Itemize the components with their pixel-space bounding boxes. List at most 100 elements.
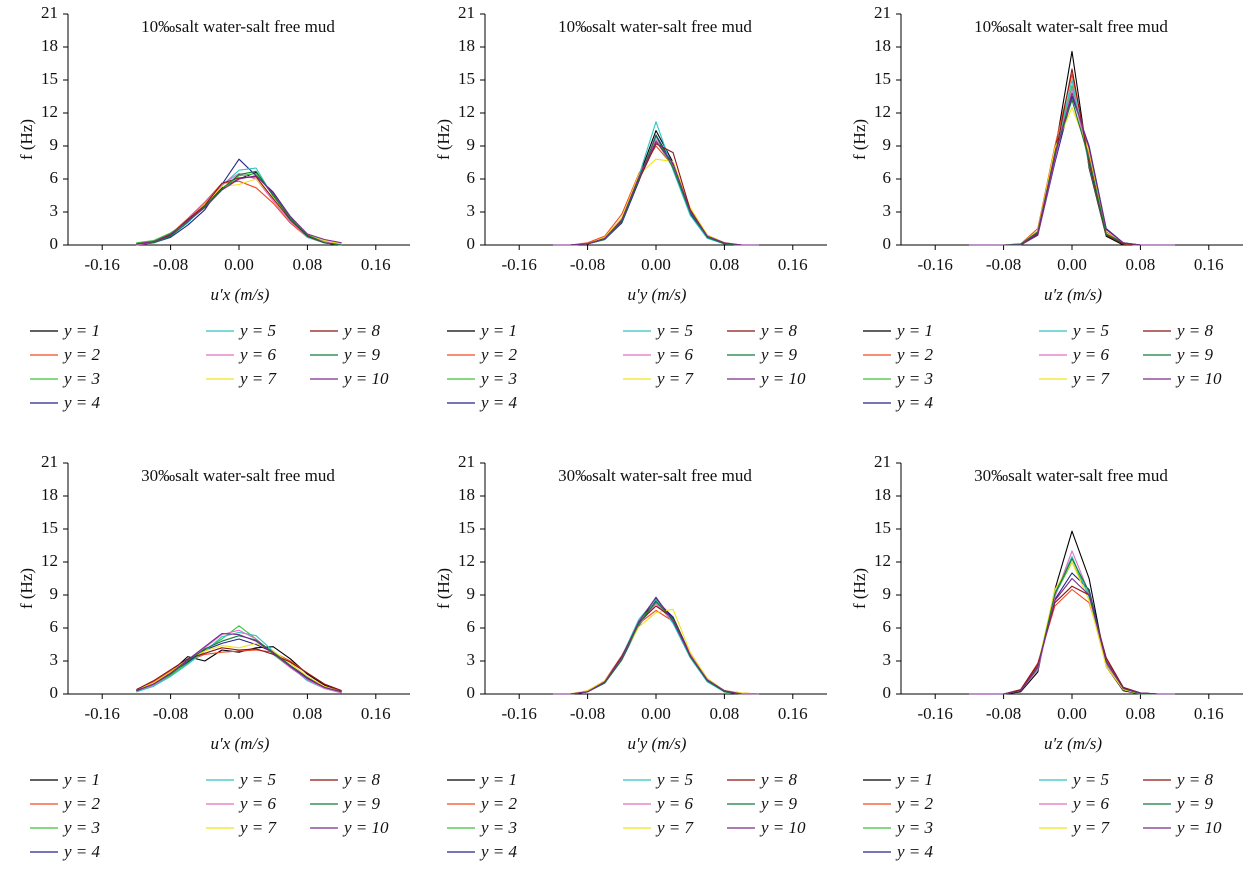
legend-label: y = 8	[759, 321, 798, 340]
y-tick-label: 3	[50, 201, 59, 220]
y-tick-label: 21	[874, 3, 891, 22]
legend-label: y = 6	[1071, 794, 1110, 813]
y-tick-label: 18	[41, 36, 58, 55]
chart-title: 10‰salt water-salt free mud	[558, 17, 752, 36]
y-tick-label: 15	[41, 69, 58, 88]
series-line	[136, 158, 342, 246]
y-tick-label: 3	[883, 201, 892, 220]
series-line	[969, 555, 1175, 695]
panel: 0 3 6 9 12 15 18 21 -0.16 -0.08 0.00 0.08 0.16 10‰sal…	[17, 3, 410, 412]
legend-label: y = 5	[655, 321, 693, 340]
series-line	[969, 585, 1175, 695]
legend-label: y = 2	[895, 345, 934, 364]
x-tick-label: 0.16	[778, 704, 808, 723]
series-line	[136, 635, 342, 693]
legend-label: y = 9	[759, 345, 798, 364]
legend-label: y = 7	[238, 369, 278, 388]
x-axis-label: u′x (m/s)	[211, 285, 270, 304]
series-line	[969, 577, 1175, 695]
series-line	[136, 647, 342, 692]
legend-label: y = 8	[342, 321, 381, 340]
legend-label: y = 9	[1175, 345, 1214, 364]
series-line	[553, 601, 759, 695]
x-axis-label: u′y (m/s)	[628, 734, 687, 753]
y-tick-label: 15	[41, 518, 58, 537]
panel: 0 3 6 9 12 15 18 21 -0.16 -0.08 0.00 0.08 0.16 10‰sal…	[850, 3, 1243, 412]
legend-label: y = 8	[1175, 321, 1214, 340]
y-tick-label: 0	[467, 683, 476, 702]
x-tick-label: -0.16	[501, 255, 536, 274]
series-line	[553, 145, 759, 246]
series-line	[969, 550, 1175, 695]
y-tick-label: 6	[467, 617, 476, 636]
series-line	[553, 602, 759, 695]
series-line	[969, 92, 1175, 246]
series-line	[136, 629, 342, 694]
chart-title: 10‰salt water-salt free mud	[974, 17, 1168, 36]
legend-label: y = 8	[1175, 770, 1214, 789]
x-tick-label: -0.08	[153, 704, 188, 723]
y-tick-label: 12	[41, 551, 58, 570]
legend-label: y = 10	[1175, 369, 1222, 388]
x-tick-label: 0.08	[1126, 255, 1156, 274]
legend-label: y = 6	[655, 345, 694, 364]
legend-label: y = 6	[655, 794, 694, 813]
series-line	[136, 649, 342, 692]
y-tick-label: 18	[458, 36, 475, 55]
legend-label: y = 7	[1071, 818, 1111, 837]
y-tick-label: 3	[467, 201, 476, 220]
legend-label: y = 7	[238, 818, 278, 837]
legend-label: y = 1	[479, 321, 517, 340]
legend-label: y = 3	[62, 369, 100, 388]
legend-label: y = 2	[895, 794, 934, 813]
y-tick-label: 12	[41, 102, 58, 121]
x-tick-label: 0.00	[1057, 704, 1087, 723]
legend-label: y = 5	[1071, 770, 1109, 789]
legend-label: y = 7	[655, 369, 695, 388]
legend-label: y = 3	[895, 369, 933, 388]
y-tick-label: 6	[50, 168, 59, 187]
x-tick-label: 0.16	[778, 255, 808, 274]
legend-label: y = 4	[479, 842, 518, 861]
panel: 0 3 6 9 12 15 18 21 -0.16 -0.08 0.00 0.08 0.16 30‰sal…	[434, 452, 827, 861]
series-line	[969, 561, 1175, 695]
y-tick-label: 15	[458, 518, 475, 537]
x-tick-label: 0.08	[293, 255, 323, 274]
series-line	[969, 530, 1175, 695]
series-line	[553, 139, 759, 246]
y-tick-label: 0	[50, 683, 59, 702]
y-tick-label: 9	[467, 584, 476, 603]
series-line	[553, 158, 759, 246]
chart-title: 10‰salt water-salt free mud	[141, 17, 335, 36]
legend-label: y = 4	[895, 393, 934, 412]
x-tick-label: 0.00	[224, 255, 254, 274]
y-tick-label: 18	[41, 485, 58, 504]
x-tick-label: 0.00	[641, 255, 671, 274]
series-line	[136, 175, 342, 245]
series-line	[969, 561, 1175, 695]
series-line	[969, 95, 1175, 246]
y-tick-label: 0	[467, 234, 476, 253]
y-tick-label: 18	[874, 36, 891, 55]
series-line	[969, 88, 1175, 246]
series-line	[553, 598, 759, 695]
x-tick-label: -0.08	[153, 255, 188, 274]
legend-label: y = 7	[1071, 369, 1111, 388]
x-tick-label: -0.08	[986, 255, 1021, 274]
x-axis-label: u′y (m/s)	[628, 285, 687, 304]
legend-label: y = 8	[759, 770, 798, 789]
legend-label: y = 3	[479, 369, 517, 388]
y-axis-label: f (Hz)	[850, 568, 869, 609]
y-tick-label: 0	[50, 234, 59, 253]
series-line	[969, 106, 1175, 246]
y-axis-label: f (Hz)	[17, 568, 36, 609]
series-line	[136, 631, 342, 694]
x-tick-label: 0.16	[361, 255, 391, 274]
y-tick-label: 9	[50, 584, 59, 603]
x-tick-label: -0.16	[84, 255, 119, 274]
y-axis-label: f (Hz)	[434, 568, 453, 609]
x-tick-label: 0.00	[224, 704, 254, 723]
y-tick-label: 3	[467, 650, 476, 669]
x-tick-label: 0.00	[641, 704, 671, 723]
